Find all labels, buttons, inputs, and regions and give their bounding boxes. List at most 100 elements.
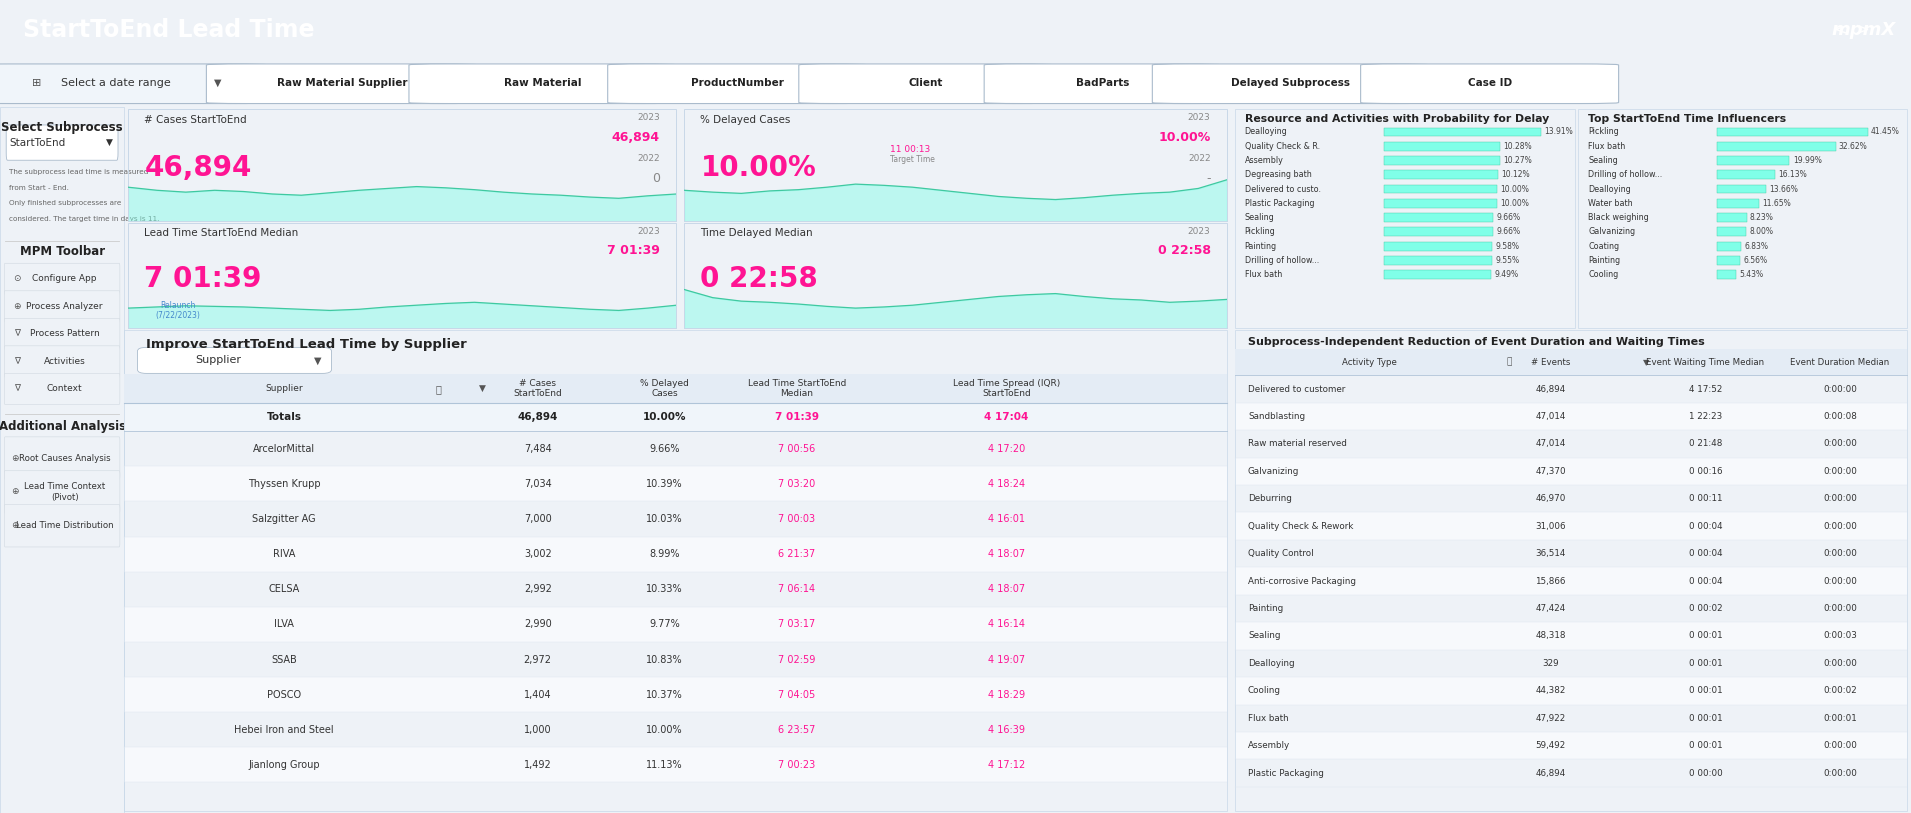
Text: ▼: ▼	[105, 138, 113, 147]
Bar	[124, 747, 1227, 782]
Text: Subprocess-Independent Reduction of Event Duration and Waiting Times: Subprocess-Independent Reduction of Even…	[1248, 337, 1705, 347]
Text: 0:00:00: 0:00:00	[1823, 385, 1857, 393]
Text: 0 00:00: 0 00:00	[1689, 768, 1722, 777]
Text: # Events: # Events	[1531, 358, 1571, 367]
Text: POSCO: POSCO	[268, 689, 302, 700]
Text: 0:00:00: 0:00:00	[1823, 604, 1857, 613]
Text: 5.43%: 5.43%	[1739, 270, 1764, 279]
Bar	[1384, 171, 1498, 179]
Text: 🔍: 🔍	[1506, 358, 1512, 367]
Text: 10.28%: 10.28%	[1504, 141, 1533, 150]
Text: 7 00:23: 7 00:23	[778, 760, 816, 770]
Text: Painting: Painting	[1248, 604, 1282, 613]
Text: % Delayed Cases: % Delayed Cases	[701, 115, 791, 124]
Text: 46,894: 46,894	[1536, 385, 1565, 393]
Bar	[1235, 458, 1907, 485]
Text: Delayed Subprocess: Delayed Subprocess	[1231, 78, 1351, 88]
Text: 46,894: 46,894	[1536, 768, 1565, 777]
Text: Event Duration Median: Event Duration Median	[1791, 358, 1890, 367]
Text: 0 00:11: 0 00:11	[1689, 494, 1722, 503]
Text: Flux bath: Flux bath	[1248, 714, 1288, 723]
Text: Coating: Coating	[1588, 241, 1619, 250]
Text: Delivered to custo.: Delivered to custo.	[1244, 185, 1321, 193]
Bar	[1716, 185, 1766, 193]
Text: 0:00:00: 0:00:00	[1823, 741, 1857, 750]
Text: ∇: ∇	[15, 357, 21, 366]
Bar	[1716, 213, 1747, 222]
Text: Quality Control: Quality Control	[1248, 549, 1313, 559]
Text: 4 16:14: 4 16:14	[988, 620, 1024, 629]
Text: 47,922: 47,922	[1536, 714, 1565, 723]
Text: Relaunch
(7/22/2023): Relaunch (7/22/2023)	[155, 301, 201, 320]
Text: 2,990: 2,990	[524, 620, 552, 629]
Bar	[1235, 402, 1907, 430]
FancyBboxPatch shape	[1152, 64, 1429, 103]
Text: Salzgitter AG: Salzgitter AG	[252, 514, 315, 524]
Text: 59,492: 59,492	[1536, 741, 1565, 750]
Text: 10.00%: 10.00%	[1500, 185, 1529, 193]
FancyBboxPatch shape	[6, 125, 118, 160]
Text: 36,514: 36,514	[1535, 549, 1565, 559]
Bar	[124, 537, 1227, 572]
Text: Time Delayed Median: Time Delayed Median	[701, 228, 812, 238]
Text: Top StartToEnd Time Influencers: Top StartToEnd Time Influencers	[1588, 114, 1787, 124]
Text: 46,894: 46,894	[518, 412, 558, 422]
Text: Dealloying: Dealloying	[1248, 659, 1294, 667]
Text: 0 22:58: 0 22:58	[1158, 244, 1210, 257]
Text: Supplier: Supplier	[195, 355, 241, 365]
Text: 7,034: 7,034	[524, 479, 552, 489]
Text: 1,404: 1,404	[524, 689, 552, 700]
Text: Plastic Packaging: Plastic Packaging	[1244, 199, 1315, 208]
Bar	[1716, 241, 1741, 250]
Text: Configure App: Configure App	[32, 274, 97, 283]
Text: 0:00:00: 0:00:00	[1823, 659, 1857, 667]
FancyBboxPatch shape	[4, 291, 120, 322]
Text: ▼: ▼	[214, 78, 222, 88]
Bar	[1384, 241, 1492, 250]
Text: Thyssen Krupp: Thyssen Krupp	[248, 479, 321, 489]
Text: 0:00:08: 0:00:08	[1823, 412, 1857, 421]
Text: ▼: ▼	[1643, 358, 1649, 367]
Text: Context: Context	[46, 385, 82, 393]
Text: Cooling: Cooling	[1248, 686, 1280, 695]
Text: considered. The target time in days is 11.: considered. The target time in days is 1…	[10, 216, 159, 222]
Text: Target Time: Target Time	[891, 155, 934, 164]
Text: Event Waiting Time Median: Event Waiting Time Median	[1645, 358, 1764, 367]
Text: Activity Type: Activity Type	[1342, 358, 1397, 367]
Text: 329: 329	[1542, 659, 1559, 667]
Text: # Cases StartToEnd: # Cases StartToEnd	[145, 115, 247, 124]
Text: 15,866: 15,866	[1535, 576, 1565, 585]
Text: ILVA: ILVA	[273, 620, 294, 629]
Text: Galvanizing: Galvanizing	[1588, 228, 1636, 237]
Text: Select Subprocess: Select Subprocess	[2, 121, 122, 134]
Text: Raw Material: Raw Material	[505, 78, 581, 88]
Text: Dealloying: Dealloying	[1244, 128, 1288, 137]
Bar	[1384, 141, 1500, 150]
Text: 46,970: 46,970	[1535, 494, 1565, 503]
Text: 4 18:07: 4 18:07	[988, 549, 1024, 559]
Bar	[1716, 228, 1747, 237]
Bar	[1384, 156, 1500, 165]
Text: Lead Time Distribution: Lead Time Distribution	[15, 521, 113, 530]
Text: 10.33%: 10.33%	[646, 585, 682, 594]
Text: 9.66%: 9.66%	[650, 444, 680, 454]
Text: Sealing: Sealing	[1248, 632, 1280, 641]
Text: 47,424: 47,424	[1536, 604, 1565, 613]
Text: 0 00:01: 0 00:01	[1689, 714, 1722, 723]
Text: 0 00:01: 0 00:01	[1689, 659, 1722, 667]
Bar	[1716, 128, 1867, 137]
Text: Sealing: Sealing	[1244, 213, 1275, 222]
Text: Hebei Iron and Steel: Hebei Iron and Steel	[235, 725, 334, 735]
Text: 4 17:04: 4 17:04	[984, 412, 1028, 422]
Text: 7 01:39: 7 01:39	[774, 412, 818, 422]
Text: StartToEnd Lead Time: StartToEnd Lead Time	[23, 18, 315, 42]
Text: -: -	[1206, 172, 1210, 185]
Text: 9.49%: 9.49%	[1494, 270, 1519, 279]
Bar	[1235, 622, 1907, 650]
Text: Water bath: Water bath	[1588, 199, 1634, 208]
Text: ⊞: ⊞	[32, 78, 42, 88]
Bar	[1716, 156, 1789, 165]
Bar	[124, 677, 1227, 712]
Text: Painting: Painting	[1244, 241, 1277, 250]
Text: 0 00:01: 0 00:01	[1689, 686, 1722, 695]
